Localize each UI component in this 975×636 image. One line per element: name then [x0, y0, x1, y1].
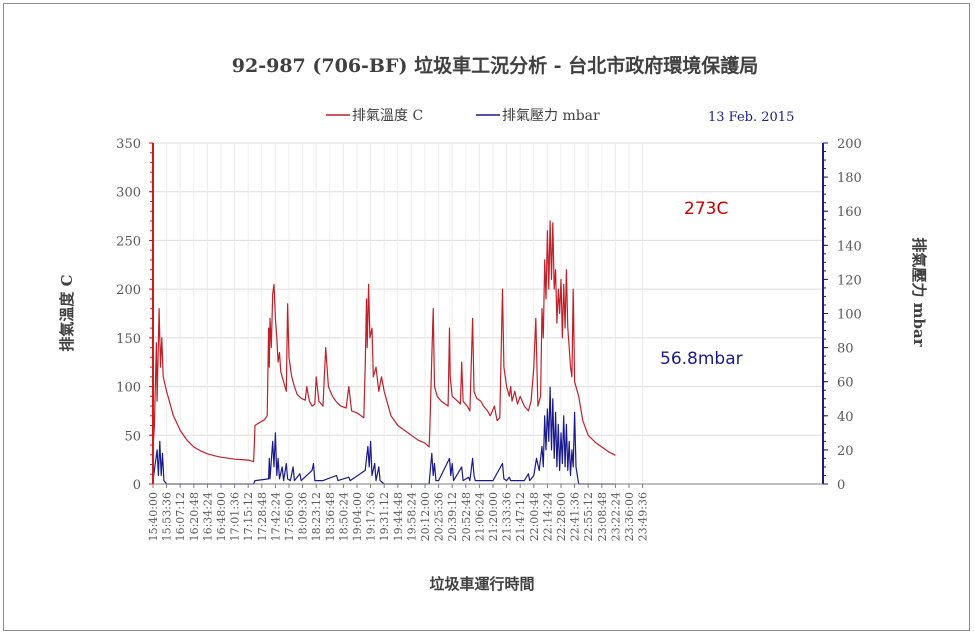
x-axis-label: 垃圾車運行時間	[429, 575, 534, 593]
x-tick-label: 21:20:00	[487, 492, 500, 541]
left-tick-label: 100	[116, 381, 141, 396]
x-tick-label: 22:14:24	[541, 492, 554, 541]
x-tick-label: 16:34:24	[201, 492, 214, 541]
left-tick-label: 250	[116, 234, 141, 249]
right-tick-label: 20	[837, 444, 854, 459]
left-tick-label: 150	[116, 332, 141, 347]
left-tick-label: 350	[116, 137, 141, 152]
series-line-temperature	[152, 220, 616, 463]
left-tick-label: 50	[124, 429, 141, 444]
x-tick-label: 19:58:24	[405, 492, 418, 541]
x-tick-label: 19:17:36	[365, 492, 378, 541]
x-tick-label: 17:28:48	[256, 492, 269, 541]
right-tick-label: 40	[837, 410, 854, 425]
series-lines	[152, 220, 616, 485]
x-tick-label: 18:09:36	[297, 492, 310, 541]
x-tick-label: 17:56:00	[283, 492, 296, 541]
x-tick-label: 19:31:12	[378, 492, 391, 541]
gridlines	[152, 142, 823, 485]
x-tick-label: 22:41:36	[569, 492, 582, 541]
right-tick-label: 160	[837, 205, 862, 220]
x-tick-label: 20:39:12	[446, 492, 459, 541]
x-tick-label: 19:04:00	[351, 492, 364, 541]
x-tick-label: 15:53:36	[161, 492, 174, 541]
x-tick-label: 19:44:48	[392, 492, 405, 541]
x-tick-label: 20:12:00	[419, 492, 432, 541]
x-tick-label: 18:23:12	[310, 492, 323, 541]
left-tick-label: 300	[116, 186, 141, 201]
x-tick-label: 18:36:48	[324, 492, 337, 541]
legend-label-pressure: 排氣壓力 mbar	[502, 108, 600, 124]
legend-label-temperature: 排氣溫度 C	[352, 108, 423, 124]
x-tick-label: 22:55:12	[582, 492, 595, 541]
annotation-peak-temperature: 273C	[684, 199, 728, 219]
left-axis-ticks: 0 50 100 150 200 250 300 350	[116, 137, 153, 493]
legend: 排氣溫度 C 排氣壓力 mbar	[326, 108, 600, 124]
x-tick-label: 23:08:48	[596, 492, 609, 541]
chart-frame	[3, 3, 970, 631]
x-tick-label: 21:06:24	[473, 492, 486, 541]
x-tick-label: 17:15:12	[242, 492, 255, 541]
right-tick-label: 140	[837, 239, 862, 254]
x-tick-label: 22:00:48	[528, 492, 541, 541]
x-axis-ticks: 15:40:00 15:53:36 16:07:12 16:20:48 16:34:24…	[147, 484, 650, 541]
right-tick-label: 180	[837, 171, 862, 186]
right-tick-label: 80	[837, 342, 854, 357]
x-tick-label: 23:22:24	[609, 492, 622, 541]
right-axis-ticks: 0 20 40 60 80 100 120 140 160 180 200	[823, 137, 862, 493]
annotation-peak-pressure: 56.8mbar	[660, 349, 743, 369]
x-tick-label: 17:42:24	[269, 492, 282, 541]
x-tick-label: 15:40:00	[147, 492, 160, 541]
x-tick-label: 22:28:00	[555, 492, 568, 541]
left-tick-label: 200	[116, 283, 141, 298]
x-tick-label: 21:33:36	[501, 492, 514, 541]
x-tick-label: 16:07:12	[174, 492, 187, 541]
x-tick-label: 23:49:36	[637, 492, 650, 541]
x-tick-label: 20:52:48	[460, 492, 473, 541]
right-tick-label: 100	[837, 308, 862, 323]
right-tick-label: 200	[837, 137, 862, 152]
chart-title: 92-987 (706-BF) 垃圾車工況分析 - 台北市政府環境保護局	[232, 54, 758, 77]
right-tick-label: 0	[837, 478, 845, 493]
x-tick-label: 17:01:36	[229, 492, 242, 541]
x-tick-label: 21:47:12	[514, 492, 527, 541]
x-tick-label: 16:48:00	[215, 492, 228, 541]
right-tick-label: 120	[837, 273, 862, 288]
x-tick-label: 20:25:36	[433, 492, 446, 541]
y-axis-left-label: 排氣溫度 C	[58, 274, 76, 351]
left-tick-label: 0	[133, 478, 141, 493]
x-tick-label: 16:20:48	[188, 492, 201, 541]
right-tick-label: 60	[837, 376, 854, 391]
chart-date: 13 Feb. 2015	[708, 110, 794, 125]
x-tick-label: 23:36:00	[623, 492, 636, 541]
x-tick-label: 18:50:24	[337, 492, 350, 541]
y-axis-right-label: 排氣壓力 mbar	[910, 237, 928, 347]
series-line-pressure	[152, 386, 616, 485]
